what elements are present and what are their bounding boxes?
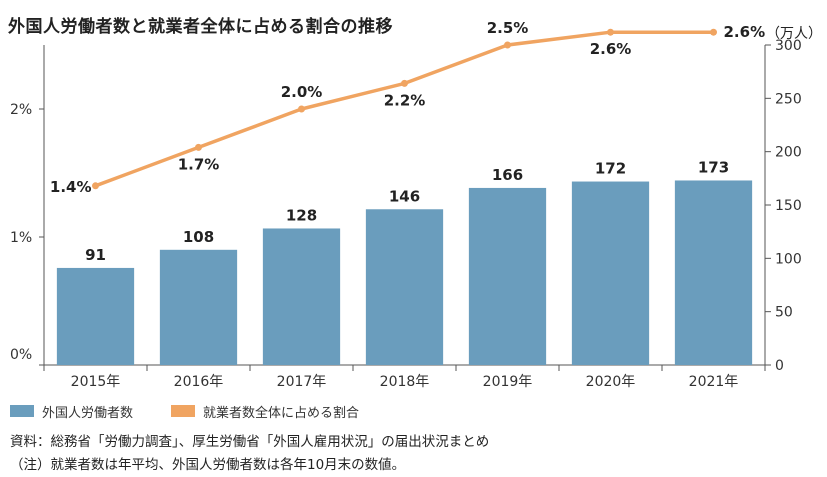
line-value-label: 2.0% [281, 83, 323, 101]
bar [365, 209, 444, 365]
x-tick-label: 2019年 [483, 374, 533, 390]
line-value-label: 1.4% [50, 178, 92, 196]
x-tick-label: 2016年 [174, 374, 224, 390]
line-point [607, 28, 614, 36]
right-tick-label: 0 [775, 358, 784, 374]
bar [159, 249, 238, 365]
left-tick-label: 0% [10, 347, 32, 363]
legend-label-workers: 外国人労働者数 [42, 405, 134, 421]
footnote: （注）就業者数は年平均、外国人労働者数は各年10月末の数値。 [10, 457, 406, 473]
x-tick-label: 2021年 [689, 374, 739, 390]
right-tick-label: 100 [775, 251, 802, 267]
right-axis-unit: （万人） [766, 26, 822, 42]
bar [262, 228, 341, 365]
right-tick-label: 150 [775, 198, 802, 214]
x-tick-label: 2017年 [277, 374, 327, 390]
x-tick-label: 2020年 [586, 374, 636, 390]
bar [468, 187, 547, 365]
bar-value-label: 173 [698, 158, 729, 176]
line-value-label: 1.7% [178, 155, 220, 173]
bar [56, 267, 135, 365]
line-point [401, 79, 408, 87]
line-point [298, 105, 305, 113]
bar-value-label: 166 [492, 166, 523, 184]
right-tick-label: 200 [775, 145, 802, 161]
line-value-label: 2.6% [724, 23, 766, 41]
left-tick-label: 2% [10, 102, 32, 118]
bar-value-label: 172 [595, 160, 626, 178]
line-point [92, 182, 99, 190]
bar-value-label: 108 [183, 228, 214, 246]
legend-item-workers: 外国人労働者数 [10, 402, 133, 421]
left-tick-label: 1% [10, 230, 32, 246]
bar-value-label: 128 [286, 206, 317, 224]
right-tick-label: 300 [775, 38, 802, 54]
legend: 外国人労働者数 就業者数全体に占める割合 [10, 402, 397, 421]
x-tick-label: 2015年 [71, 374, 121, 390]
legend-item-ratio: 就業者数全体に占める割合 [171, 402, 359, 421]
chart-plot: 0 50 100 150 200 250 300 0% 1% 2% 2015年 2016年 2017… [10, 19, 822, 390]
legend-label-ratio: 就業者数全体に占める割合 [203, 405, 360, 421]
bar [674, 180, 753, 365]
bar [571, 181, 650, 365]
source-note: 資料：総務省「労働力調査」、厚生労働省「外国人雇用状況」の届出状況まとめ [10, 434, 490, 450]
legend-swatch-line [171, 405, 196, 417]
bar-value-label: 91 [85, 246, 106, 264]
right-tick-label: 50 [775, 305, 793, 321]
line-point [195, 143, 202, 151]
line-point [710, 28, 717, 36]
legend-swatch-bar [10, 405, 34, 417]
line-value-label: 2.6% [590, 40, 632, 58]
line-value-label: 2.2% [384, 91, 426, 109]
line-value-label: 2.5% [487, 19, 529, 37]
x-tick-label: 2018年 [380, 374, 430, 390]
bar-value-label: 146 [389, 187, 420, 205]
right-tick-label: 250 [775, 91, 802, 107]
line-point [504, 41, 511, 49]
chart-title: 外国人労働者数と就業者全体に占める割合の推移 [8, 17, 393, 37]
